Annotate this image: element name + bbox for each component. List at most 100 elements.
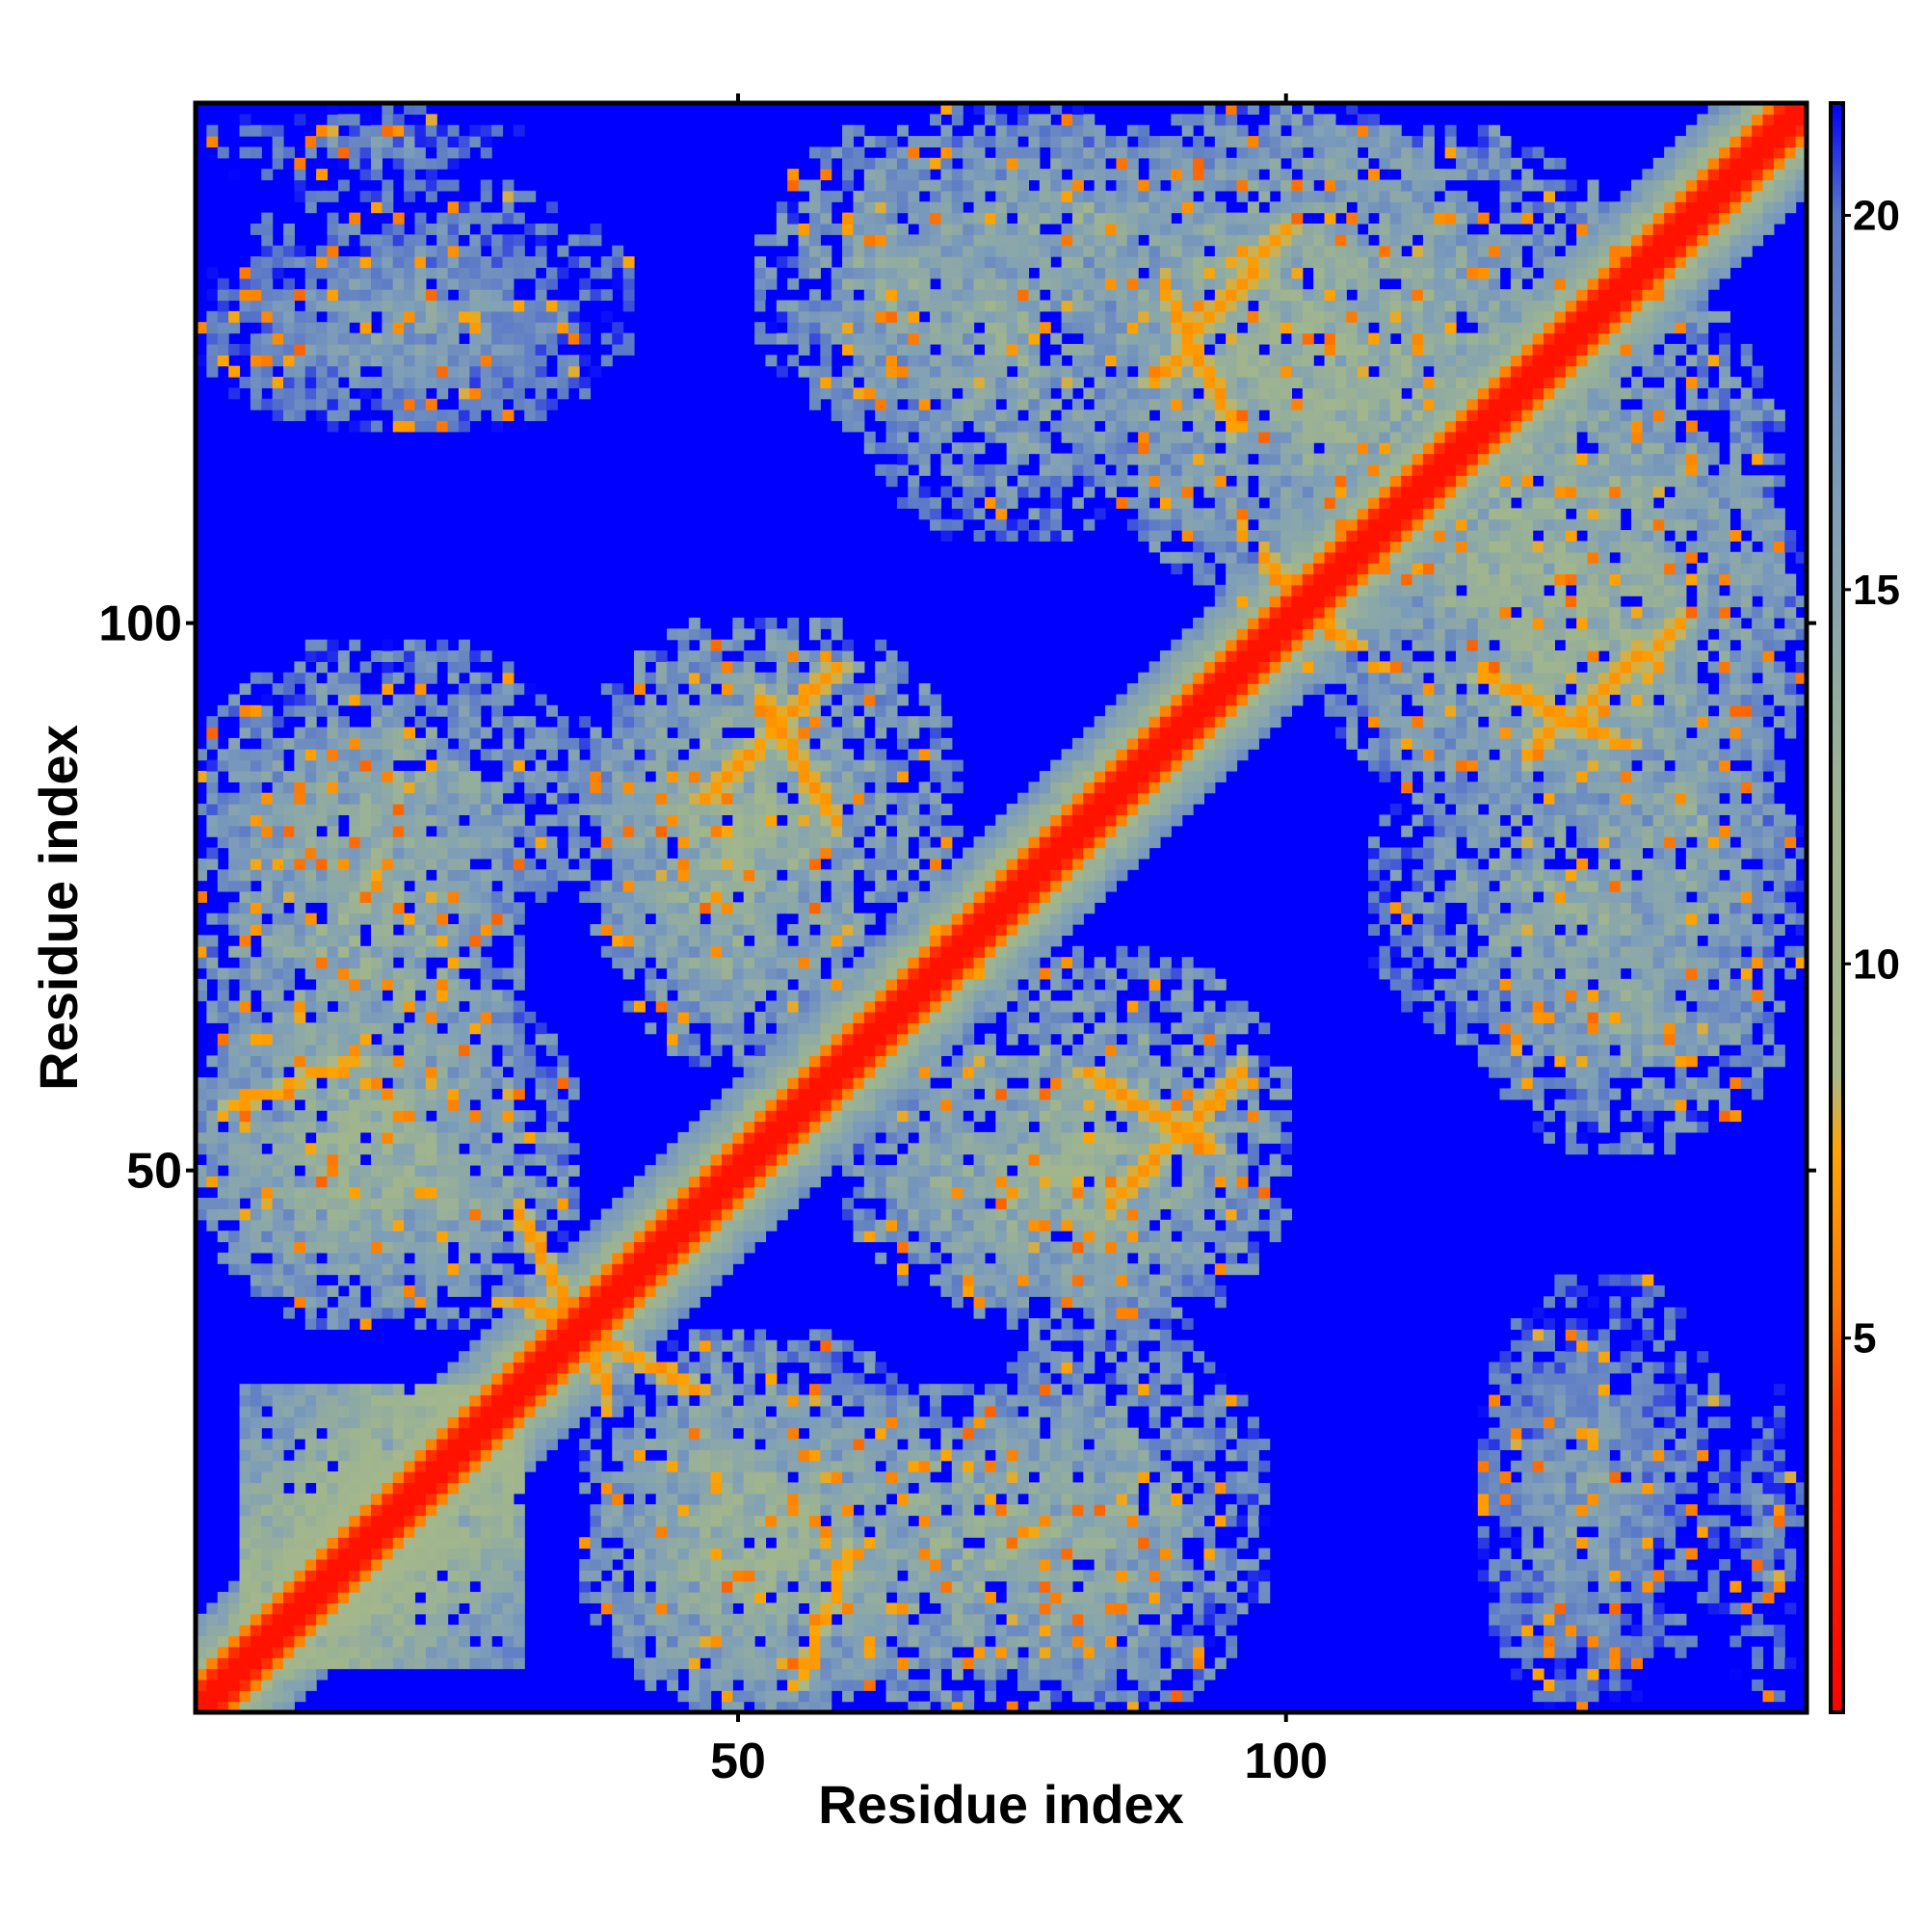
heatmap-cell — [820, 848, 832, 860]
heatmap-cell — [305, 1449, 317, 1461]
heatmap-cell — [765, 760, 777, 772]
heatmap-cell — [722, 1198, 733, 1209]
heatmap-cell — [700, 1680, 711, 1691]
heatmap-cell — [502, 1012, 514, 1023]
heatmap-cell — [601, 1494, 613, 1505]
heatmap-cell — [634, 869, 646, 881]
heatmap-cell — [338, 1045, 350, 1056]
heatmap-cell — [371, 399, 383, 410]
heatmap-cell — [251, 1548, 262, 1560]
heatmap-cell — [316, 1625, 328, 1636]
heatmap-cell — [426, 1242, 437, 1254]
heatmap-cell — [338, 1198, 350, 1209]
heatmap-cell — [546, 1077, 558, 1089]
heatmap-cell — [634, 1537, 646, 1548]
heatmap-cell — [744, 1165, 755, 1177]
heatmap-cell — [777, 771, 788, 782]
heatmap-cell — [502, 1001, 514, 1013]
heatmap-cell — [689, 967, 700, 979]
heatmap-cell — [294, 881, 305, 892]
heatmap-cell — [218, 814, 229, 826]
heatmap-cell — [316, 1165, 328, 1177]
heatmap-cell — [536, 694, 547, 705]
heatmap-cell — [448, 1143, 460, 1154]
heatmap-cell — [765, 355, 777, 366]
heatmap-cell — [777, 902, 788, 913]
heatmap-cell — [765, 1416, 777, 1428]
heatmap-cell — [754, 781, 766, 793]
heatmap-cell — [502, 1516, 514, 1527]
heatmap-cell — [349, 760, 360, 772]
heatmap-cell — [316, 191, 328, 202]
heatmap-cell — [360, 1198, 372, 1209]
heatmap-cell — [799, 1055, 810, 1067]
heatmap-cell — [568, 1198, 580, 1209]
heatmap-cell — [338, 1055, 350, 1067]
heatmap-cell — [491, 1504, 503, 1516]
heatmap-cell — [251, 793, 262, 805]
heatmap-cell — [765, 267, 777, 278]
heatmap-cell — [777, 1012, 788, 1023]
heatmap-cell — [459, 749, 470, 760]
heatmap-cell — [667, 1143, 678, 1154]
heatmap-cell — [206, 771, 218, 782]
heatmap-cell — [414, 1176, 426, 1187]
heatmap-cell — [327, 1592, 338, 1603]
heatmap-cell — [601, 1329, 613, 1340]
heatmap-cell — [754, 1154, 766, 1166]
heatmap-cell — [809, 979, 821, 991]
heatmap-cell — [360, 1416, 372, 1428]
heatmap-cell — [251, 1581, 262, 1593]
heatmap-cell — [623, 344, 635, 356]
heatmap-cell — [469, 213, 481, 225]
heatmap-cell — [787, 848, 799, 860]
heatmap-cell — [481, 1077, 492, 1089]
heatmap-cell — [349, 1253, 360, 1264]
heatmap-cell — [469, 1022, 481, 1034]
heatmap-cell — [338, 1647, 350, 1658]
heatmap-cell — [820, 683, 832, 695]
heatmap-cell — [436, 1165, 448, 1177]
heatmap-cell — [700, 1110, 711, 1122]
heatmap-cell — [469, 355, 481, 366]
heatmap-cell — [722, 891, 733, 903]
heatmap-cell — [414, 1570, 426, 1581]
heatmap-cell — [338, 728, 350, 739]
heatmap-cell — [371, 848, 383, 860]
heatmap-cell — [218, 793, 229, 805]
heatmap-cell — [645, 728, 656, 739]
heatmap-cell — [601, 881, 613, 892]
heatmap-cell — [514, 1635, 525, 1647]
heatmap-cell — [491, 1373, 503, 1385]
heatmap-cell — [459, 1471, 470, 1483]
heatmap-cell — [809, 1088, 821, 1099]
heatmap-cell — [754, 924, 766, 936]
heatmap-cell — [689, 1012, 700, 1023]
heatmap-cell — [590, 771, 601, 782]
heatmap-cell — [228, 1055, 240, 1067]
heatmap-cell — [360, 749, 372, 760]
heatmap-cell — [601, 1220, 613, 1231]
heatmap-cell — [524, 1012, 536, 1023]
heatmap-cell — [820, 640, 832, 651]
heatmap-cell — [820, 673, 832, 684]
heatmap-cell — [448, 946, 460, 958]
heatmap-cell — [305, 935, 317, 946]
heatmap-cell — [754, 1680, 766, 1691]
heatmap-cell — [371, 377, 383, 388]
heatmap-cell — [228, 859, 240, 870]
heatmap-cell — [656, 1208, 668, 1220]
heatmap-cell — [251, 781, 262, 793]
heatmap-cell — [754, 267, 766, 278]
heatmap-cell — [744, 946, 755, 958]
heatmap-cell — [514, 344, 525, 356]
heatmap-cell — [294, 990, 305, 1001]
heatmap-cell — [809, 1635, 821, 1647]
heatmap-cell — [393, 869, 405, 881]
heatmap-cell — [799, 749, 810, 760]
heatmap-cell — [481, 1022, 492, 1034]
heatmap-cell — [316, 1231, 328, 1242]
heatmap-cell — [820, 1362, 832, 1373]
heatmap-cell — [305, 1154, 317, 1166]
heatmap-cell — [754, 1362, 766, 1373]
